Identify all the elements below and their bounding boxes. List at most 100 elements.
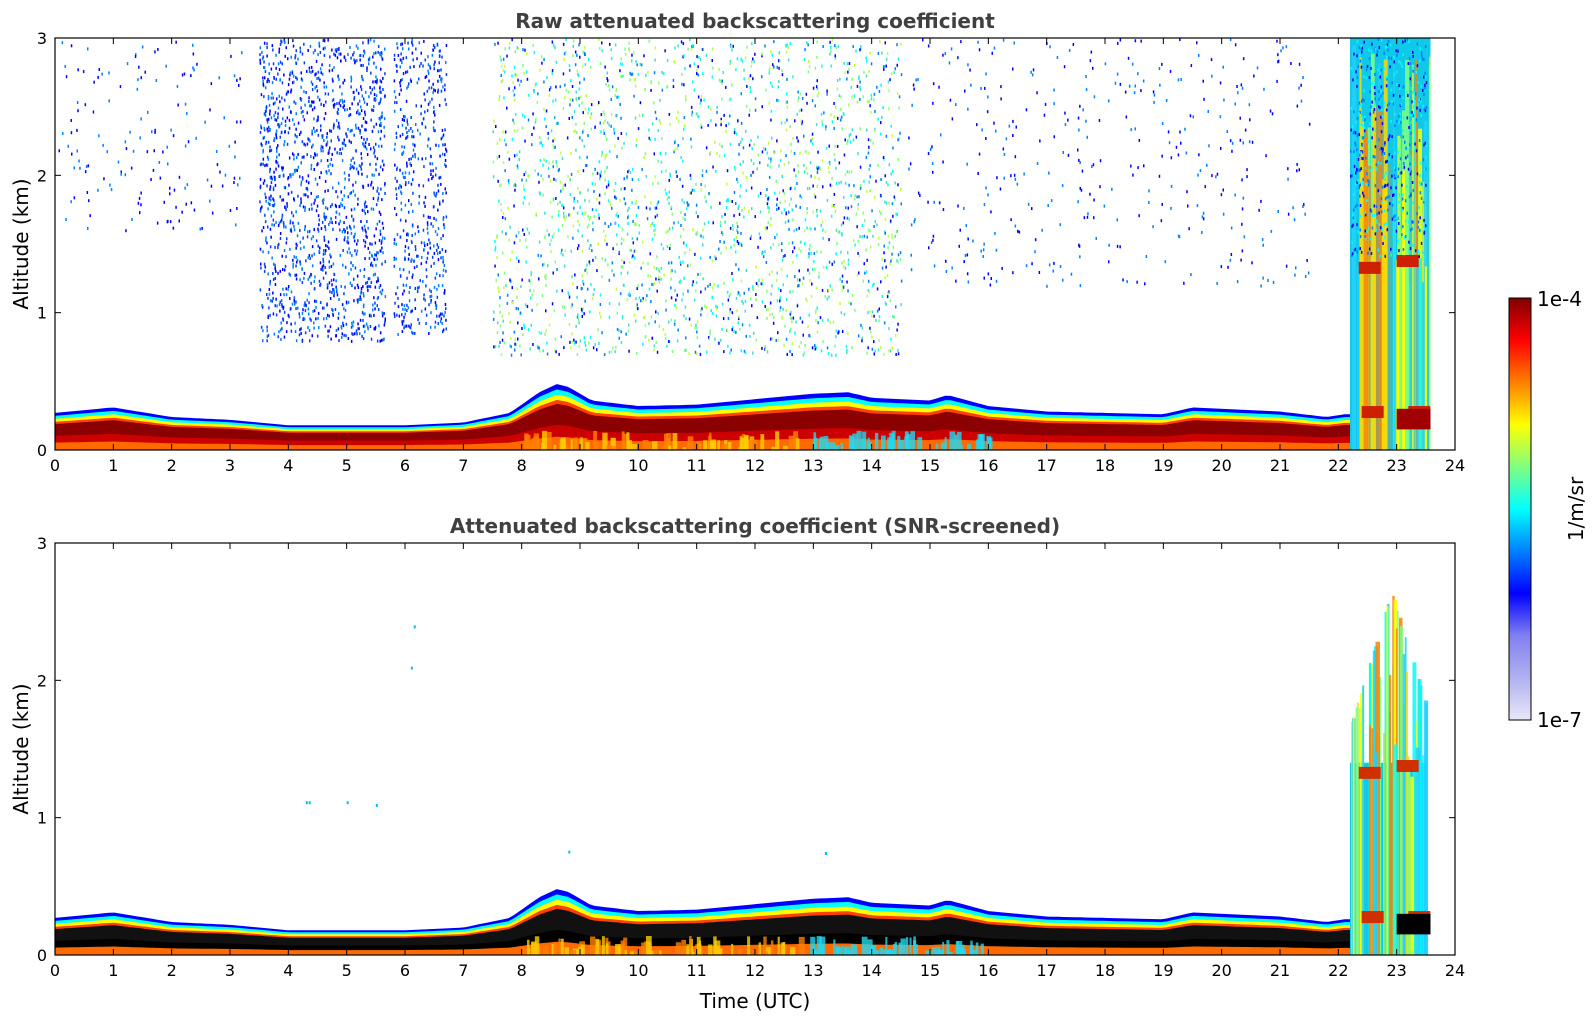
panel-raw-noise-dot bbox=[331, 48, 333, 52]
panel-raw-noise-dot bbox=[651, 221, 654, 225]
panel-raw-noise-dot bbox=[1030, 70, 1032, 74]
panel-raw-noise-dot bbox=[1067, 118, 1069, 122]
panel-raw-noise-dot bbox=[995, 279, 998, 283]
panel-raw-noise-dot bbox=[572, 39, 575, 43]
panel-raw-noise-dot bbox=[1241, 207, 1244, 211]
panel-raw-noise-dot bbox=[567, 235, 569, 238]
panel-raw-noise-dot bbox=[777, 338, 780, 342]
panel-raw-layer-streak bbox=[661, 445, 667, 450]
panel-raw-noise-dot bbox=[1282, 46, 1284, 50]
panel-raw-noise-dot bbox=[551, 215, 553, 219]
panel-raw-noise-dot bbox=[599, 311, 601, 315]
panel-raw-noise-dot bbox=[499, 341, 501, 344]
panel-raw-noise-dot bbox=[668, 190, 670, 194]
panel-raw-noise-dot bbox=[313, 309, 316, 313]
panel-raw-noise-dot bbox=[786, 274, 788, 278]
panel-raw-noise-dot bbox=[811, 282, 813, 286]
panel-raw-noise-dot bbox=[650, 300, 652, 304]
panel-raw-noise-dot bbox=[634, 77, 637, 81]
panel-raw-noise-dot bbox=[302, 317, 305, 321]
panel-raw-cloud-streak bbox=[1381, 196, 1385, 450]
panel-raw-noise-dot bbox=[696, 336, 699, 340]
panel-raw-noise-dot bbox=[263, 262, 266, 266]
panel-raw-noise-dot bbox=[500, 80, 503, 84]
panel-raw-noise-dot bbox=[638, 296, 641, 300]
panel-raw-noise-dot bbox=[361, 124, 363, 128]
panel-raw-noise-dot bbox=[361, 77, 364, 81]
panel-raw-noise-dot bbox=[422, 280, 424, 283]
panel-raw-noise-dot bbox=[967, 63, 969, 67]
panel-raw-noise-dot bbox=[871, 310, 874, 314]
panel-raw-noise-dot bbox=[352, 333, 354, 336]
panel-raw-noise-dot bbox=[356, 242, 358, 246]
panel-raw-noise-dot bbox=[295, 76, 297, 79]
panel-raw-noise-dot bbox=[816, 55, 818, 59]
panel-raw-noise-dot bbox=[432, 175, 434, 179]
panel-raw-noise-dot bbox=[869, 326, 871, 330]
panel-raw-noise-dot bbox=[526, 245, 528, 249]
panel-raw-noise-dot bbox=[639, 62, 642, 66]
panel-raw-noise-dot bbox=[511, 38, 513, 42]
panel-raw-noise-dot bbox=[894, 234, 896, 238]
panel-raw-noise-dot bbox=[342, 321, 344, 325]
panel-raw-noise-dot bbox=[380, 187, 382, 191]
panel-raw-noise-dot bbox=[365, 230, 367, 234]
panel-raw-noise-dot bbox=[796, 278, 799, 282]
panel-raw-noise-dot bbox=[374, 99, 376, 102]
panel-raw-noise-dot bbox=[326, 313, 329, 317]
panel-raw-noise-dot bbox=[407, 41, 409, 45]
panel-raw-noise-dot bbox=[1353, 52, 1355, 56]
panel-raw-noise-dot bbox=[664, 188, 666, 192]
panel-raw-noise-dot bbox=[322, 145, 324, 149]
panel-raw-noise-dot bbox=[497, 41, 499, 45]
panel-raw-noise-dot bbox=[514, 73, 516, 77]
panel-raw-noise-dot bbox=[281, 81, 284, 85]
panel-raw-noise-dot bbox=[852, 45, 854, 49]
panel-raw-noise-dot bbox=[436, 233, 439, 237]
panel-raw-layer-streak bbox=[793, 431, 799, 450]
panel-raw-cloud-streak bbox=[1368, 257, 1373, 450]
panel-raw-noise-dot bbox=[399, 218, 402, 222]
panel-raw-noise-dot bbox=[653, 71, 656, 75]
panel-raw-noise-dot bbox=[1352, 193, 1355, 196]
panel-raw-noise-dot bbox=[304, 225, 306, 229]
panel-raw-noise-dot bbox=[518, 259, 520, 263]
panel-raw-noise-dot bbox=[942, 208, 945, 212]
panel-raw-noise-dot bbox=[765, 88, 767, 92]
panel-raw-noise-dot bbox=[303, 61, 306, 65]
panel-raw-noise-dot bbox=[379, 86, 381, 90]
panel-raw-noise-dot bbox=[1089, 59, 1092, 63]
panel-raw-noise-dot bbox=[274, 111, 277, 115]
panel-raw-noise-dot bbox=[542, 177, 544, 181]
panel-raw-noise-dot bbox=[88, 199, 90, 203]
panel-raw-noise-dot bbox=[768, 210, 770, 214]
panel-raw-noise-dot bbox=[683, 54, 685, 58]
panel-raw-noise-dot bbox=[761, 52, 763, 56]
panel-raw-noise-dot bbox=[545, 273, 547, 277]
panel-raw-noise-dot bbox=[873, 98, 875, 102]
panel-raw-noise-dot bbox=[295, 307, 297, 311]
panel-raw-noise-dot bbox=[687, 289, 689, 293]
panel-raw-noise-dot bbox=[439, 175, 442, 179]
panel-raw-noise-dot bbox=[356, 249, 359, 253]
panel-raw-noise-dot bbox=[602, 110, 605, 114]
panel-raw-noise-dot bbox=[871, 209, 873, 213]
panel-raw-noise-dot bbox=[1206, 163, 1208, 167]
panel-raw-noise-dot bbox=[803, 163, 805, 167]
panel-raw-noise-dot bbox=[861, 336, 863, 340]
panel-raw-noise-dot bbox=[328, 281, 331, 285]
panel-raw-noise-dot bbox=[552, 99, 554, 103]
panel-raw-noise-dot bbox=[302, 114, 304, 118]
panel-raw-noise-dot bbox=[347, 231, 349, 235]
panel-raw-noise-dot bbox=[726, 328, 728, 332]
panel-raw-noise-dot bbox=[681, 82, 683, 86]
panel-raw-noise-dot bbox=[588, 107, 590, 111]
panel-raw-noise-dot bbox=[967, 280, 970, 284]
panel-raw-noise-dot bbox=[279, 42, 282, 46]
panel-raw-noise-dot bbox=[500, 203, 502, 206]
panel-raw-noise-dot bbox=[408, 157, 410, 161]
panel-raw-noise-dot bbox=[880, 83, 882, 87]
panel-raw-layer-streak bbox=[666, 433, 672, 450]
panel-raw-noise-dot bbox=[805, 92, 808, 96]
panel-raw-noise-dot bbox=[635, 144, 638, 148]
